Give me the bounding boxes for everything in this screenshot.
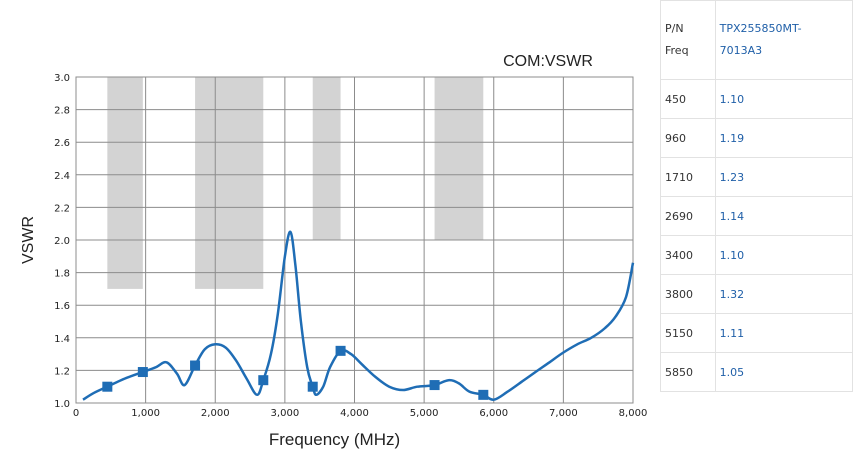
table-row: 960 1.19 — [660, 118, 853, 158]
x-tick-label: 5,000 — [410, 408, 439, 419]
vswr-cell: 1.10 — [714, 79, 853, 119]
y-tick-label: 1.2 — [54, 366, 70, 377]
table-row: 450 1.10 — [660, 79, 853, 119]
spec-table-panel: P/N Freq TPX255850MT- 7013A3 450 1.10 960… — [660, 0, 853, 455]
vswr-chart-svg: 0 1,000 2,000 3,000 4,000 5,000 6,000 7,000 8,00… — [20, 53, 648, 449]
data-point-marker — [478, 389, 489, 400]
freq-cell: 3800 — [660, 274, 716, 314]
pn-label: P/N — [665, 22, 684, 35]
header-key-cell: P/N Freq — [660, 0, 716, 80]
data-point-marker — [190, 360, 201, 371]
y-tick-label: 2.0 — [54, 236, 70, 247]
data-point-marker — [429, 380, 440, 391]
x-tick-label: 0 — [73, 408, 79, 419]
spec-table: P/N Freq TPX255850MT- 7013A3 450 1.10 960… — [660, 0, 853, 392]
data-point-marker — [258, 375, 269, 386]
vswr-cell: 1.32 — [714, 274, 853, 314]
y-tick-label: 1.0 — [54, 399, 70, 410]
table-row: 3800 1.32 — [660, 274, 853, 314]
x-tick-label: 3,000 — [271, 408, 300, 419]
part-number-line2: 7013A3 — [719, 44, 763, 57]
part-number-line1: TPX255850MT- — [719, 22, 802, 35]
x-axis-label: Frequency (MHz) — [269, 430, 400, 449]
vswr-cell: 1.19 — [714, 118, 853, 158]
x-tick-label: 6,000 — [479, 408, 508, 419]
header-value-cell: TPX255850MT- 7013A3 — [714, 0, 853, 80]
table-row: 3400 1.10 — [660, 235, 853, 275]
data-point-marker — [102, 381, 113, 392]
x-tick-label: 1,000 — [131, 408, 160, 419]
data-point-marker — [335, 345, 346, 356]
vswr-chart: 0 1,000 2,000 3,000 4,000 5,000 6,000 7,000 8,00… — [20, 53, 648, 449]
vswr-cell: 1.05 — [714, 352, 853, 392]
vswr-cell: 1.14 — [714, 196, 853, 236]
x-tick-label: 2,000 — [201, 408, 230, 419]
freq-cell: 5850 — [660, 352, 716, 392]
y-tick-label: 2.2 — [54, 203, 70, 214]
data-point-marker — [307, 381, 318, 392]
freq-label: Freq — [665, 44, 689, 57]
y-axis-label: VSWR — [20, 216, 37, 264]
freq-cell: 960 — [660, 118, 716, 158]
x-tick-label: 8,000 — [619, 408, 648, 419]
spec-band — [434, 77, 484, 240]
y-tick-label: 1.6 — [54, 301, 70, 312]
plot-frame — [75, 76, 634, 404]
chart-title: COM:VSWR — [503, 53, 593, 70]
vswr-cell: 1.11 — [714, 313, 853, 353]
spec-band — [107, 77, 143, 289]
vswr-cell: 1.10 — [714, 235, 853, 275]
y-tick-label: 3.0 — [54, 73, 70, 84]
x-tick-label: 4,000 — [340, 408, 369, 419]
vswr-cell: 1.23 — [714, 157, 853, 197]
y-tick-label: 1.4 — [54, 334, 70, 345]
freq-cell: 1710 — [660, 157, 716, 197]
x-tick-label: 7,000 — [549, 408, 578, 419]
y-tick-label: 2.4 — [54, 171, 70, 182]
table-row: 5150 1.11 — [660, 313, 853, 353]
data-point-marker — [137, 367, 148, 378]
freq-cell: 450 — [660, 79, 716, 119]
freq-cell: 3400 — [660, 235, 716, 275]
y-tick-label: 2.8 — [54, 106, 70, 117]
freq-cell: 5150 — [660, 313, 716, 353]
table-row: 5850 1.05 — [660, 352, 853, 392]
spec-band — [312, 77, 341, 240]
spec-band — [195, 77, 264, 289]
table-header-row: P/N Freq TPX255850MT- 7013A3 — [660, 0, 853, 80]
y-tick-label: 2.6 — [54, 138, 70, 149]
table-row: 1710 1.23 — [660, 157, 853, 197]
freq-cell: 2690 — [660, 196, 716, 236]
y-tick-label: 1.8 — [54, 269, 70, 280]
table-row: 2690 1.14 — [660, 196, 853, 236]
vswr-series-line — [82, 230, 635, 401]
